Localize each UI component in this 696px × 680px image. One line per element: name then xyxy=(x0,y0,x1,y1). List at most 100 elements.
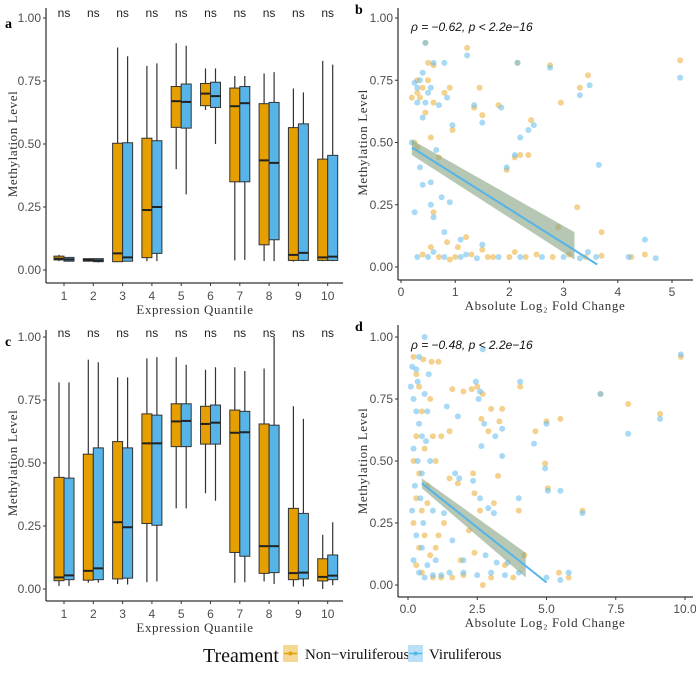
data-point xyxy=(427,201,434,208)
data-point xyxy=(498,104,505,111)
box-iqr xyxy=(63,477,75,581)
x-tick-label: 7 xyxy=(236,607,243,621)
significance-label: ns xyxy=(321,6,334,20)
box-iqr xyxy=(53,476,65,582)
panel-c: c 0.00 0.25 0.50 0.75 1.00 Methylation Level Ex… xyxy=(5,326,343,635)
box-iqr xyxy=(268,101,280,241)
box-iqr xyxy=(170,403,182,448)
data-point xyxy=(429,433,436,440)
y-tick-label: 0.50 xyxy=(370,454,394,468)
box-iqr xyxy=(122,447,134,579)
data-point xyxy=(417,495,424,502)
data-point xyxy=(499,453,506,460)
data-point xyxy=(444,239,451,246)
data-point xyxy=(490,254,497,261)
data-point xyxy=(414,89,421,96)
data-point xyxy=(641,236,648,243)
x-tick-label: 10 xyxy=(321,607,335,621)
box-viruliferous xyxy=(151,357,163,582)
data-point xyxy=(446,199,453,206)
significance-label: ns xyxy=(263,326,276,340)
box-viruliferous xyxy=(239,371,251,583)
data-point xyxy=(543,574,550,581)
panel-a: a 0.00 0.25 0.50 0.75 1.00 Methylation Level Ex… xyxy=(5,6,343,317)
data-point xyxy=(449,537,456,544)
significance-label: ns xyxy=(233,326,246,340)
data-point xyxy=(441,254,448,261)
box-non-viruliferous xyxy=(170,43,182,170)
x-tick-label: 10 xyxy=(321,289,335,303)
data-point xyxy=(477,507,484,514)
significance-label: ns xyxy=(204,326,217,340)
x-tick-label: 10.0 xyxy=(673,602,696,616)
box-non-viruliferous xyxy=(229,75,241,261)
data-point xyxy=(425,371,432,378)
data-point xyxy=(454,244,461,251)
data-point xyxy=(525,151,532,158)
y-tick-label: 0.00 xyxy=(370,260,394,274)
data-point xyxy=(429,572,436,579)
box-viruliferous xyxy=(210,367,221,501)
data-point xyxy=(441,59,448,66)
data-point xyxy=(477,388,484,395)
box-iqr xyxy=(151,140,163,254)
data-point xyxy=(595,161,602,168)
data-point xyxy=(449,127,456,134)
data-point xyxy=(506,254,513,261)
box-non-viruliferous xyxy=(258,368,270,582)
box-non-viruliferous xyxy=(200,68,211,110)
box-iqr xyxy=(268,424,280,574)
x-tick-label: 2 xyxy=(90,289,97,303)
data-point xyxy=(488,405,495,412)
series-viruliferous xyxy=(407,334,684,584)
data-point xyxy=(413,532,420,539)
x-tick-label: 7.5 xyxy=(607,602,624,616)
data-point xyxy=(421,574,428,581)
data-point xyxy=(423,438,430,445)
x-tick-label: 2 xyxy=(90,607,97,621)
data-point xyxy=(584,249,591,256)
data-point xyxy=(419,69,426,76)
data-point xyxy=(547,64,554,71)
data-point xyxy=(485,428,492,435)
box-iqr xyxy=(92,447,104,581)
box-viruliferous xyxy=(327,522,339,586)
data-point xyxy=(625,400,632,407)
data-point xyxy=(471,102,478,109)
legend: Treament Non−viruliferous Viruliferous xyxy=(203,645,502,667)
data-point xyxy=(593,254,600,261)
data-point xyxy=(586,82,593,89)
data-point xyxy=(514,59,521,66)
data-point xyxy=(432,557,439,564)
data-point xyxy=(485,505,492,512)
box-iqr xyxy=(82,453,94,581)
data-point xyxy=(424,500,431,507)
data-point xyxy=(517,378,524,385)
box-iqr xyxy=(229,409,241,553)
data-point xyxy=(474,383,481,390)
box-non-viruliferous xyxy=(229,367,241,583)
data-point xyxy=(449,122,456,129)
data-point xyxy=(430,209,437,216)
data-point xyxy=(641,251,648,258)
data-point xyxy=(515,495,522,502)
data-point xyxy=(419,84,426,91)
data-point xyxy=(657,415,664,422)
data-point xyxy=(422,109,429,116)
box-iqr xyxy=(229,87,241,183)
data-point xyxy=(413,433,420,440)
data-point xyxy=(407,383,414,390)
data-point xyxy=(479,112,486,119)
data-point xyxy=(419,114,426,121)
significance-label: ns xyxy=(87,6,100,20)
data-point xyxy=(422,39,429,46)
data-point xyxy=(499,425,506,432)
data-point xyxy=(435,102,442,109)
data-point xyxy=(495,472,502,479)
correlation-annotation: ρ = −0.48, p < 2.2e−16 xyxy=(410,338,533,352)
data-point xyxy=(517,134,524,141)
panel-label: b xyxy=(355,3,363,18)
box-non-viruliferous xyxy=(112,377,124,584)
box-viruliferous xyxy=(63,256,75,262)
box-viruliferous xyxy=(239,75,251,260)
